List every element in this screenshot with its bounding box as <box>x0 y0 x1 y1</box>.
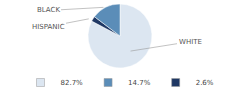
svg-text:BLACK: BLACK <box>37 6 60 14</box>
svg-text:82.7%: 82.7% <box>61 79 84 87</box>
svg-text:HISPANIC: HISPANIC <box>32 23 65 31</box>
svg-text:14.7%: 14.7% <box>128 79 151 87</box>
svg-text:2.6%: 2.6% <box>196 79 214 87</box>
svg-text:WHITE: WHITE <box>179 38 202 46</box>
